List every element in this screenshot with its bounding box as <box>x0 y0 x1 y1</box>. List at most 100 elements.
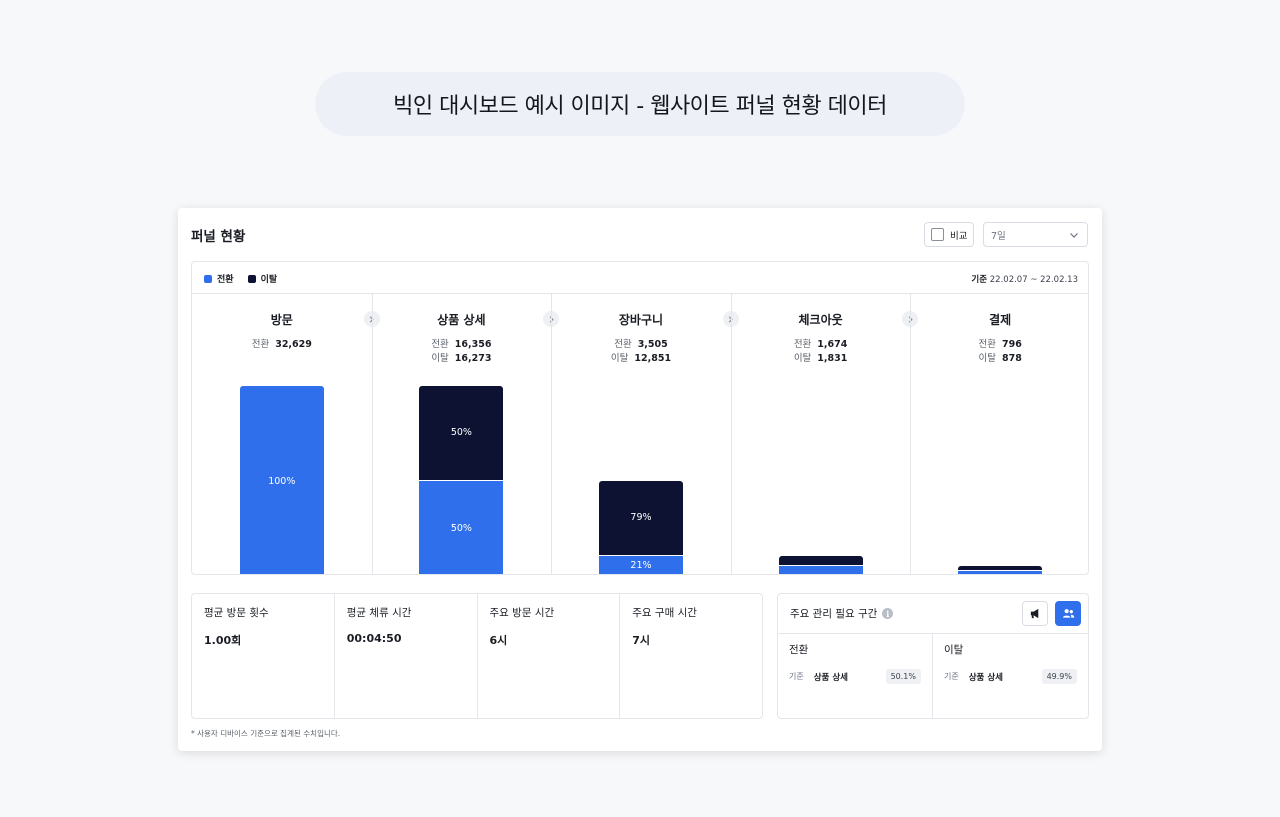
stage-bar[interactable]: 100% <box>239 386 324 574</box>
stage-name: 방문 <box>270 313 293 327</box>
stage-conversion-value: 3,505 <box>637 339 668 350</box>
critical-conversion-title: 전환 <box>789 644 809 656</box>
metric-label: 평균 체류 시간 <box>346 607 412 619</box>
legend-item-dropoff: 이탈 <box>247 272 278 285</box>
card-title: 퍼널 현황 <box>191 229 246 245</box>
date-range: 기준 22.02.07 ~ 22.02.13 <box>971 273 1078 285</box>
bar-segment-conversion: 21% <box>598 555 683 574</box>
bar-segment-dropoff <box>778 555 863 566</box>
stage-divider <box>371 294 373 574</box>
legend-label-dropoff: 이탈 <box>260 275 278 285</box>
stage-conversion: 전환 16,356 <box>372 336 552 350</box>
stage-bar[interactable]: 50% 50% <box>419 386 504 574</box>
stage-divider <box>551 294 553 574</box>
critical-dropoff-title: 이탈 <box>944 644 964 656</box>
bar-segment-dropoff: 79% <box>598 480 683 555</box>
bar-segment-conversion <box>778 566 863 574</box>
stage-bar[interactable]: 21% 79% <box>598 386 683 574</box>
legend-item-conversion: 전환 <box>204 272 234 285</box>
critical-basis-label: 기준 <box>944 672 959 681</box>
stage-dropoff-value: 12,851 <box>634 353 672 364</box>
bar-segment-conversion <box>958 571 1043 574</box>
bar-segment-conversion: 50% <box>419 480 504 574</box>
metric-avg-duration: 평균 체류 시간 00:04:50 <box>335 594 478 718</box>
compare-toggle[interactable]: 비교 <box>924 222 974 247</box>
period-value: 7일 <box>991 230 1006 242</box>
stage-conversion: 전환 3,505 <box>551 336 731 350</box>
stage-name: 장바구니 <box>618 313 664 327</box>
user-view-button[interactable] <box>1055 601 1081 626</box>
period-select[interactable]: 7일 <box>983 222 1088 247</box>
stage-conversion-value: 32,629 <box>275 339 312 350</box>
stage-bar[interactable] <box>778 386 863 574</box>
stage-dropoff-label: 이탈 <box>610 353 629 364</box>
compare-label: 비교 <box>950 230 968 242</box>
stage-conversion-label: 전환 <box>793 339 812 350</box>
stage-conversion-label: 전환 <box>978 339 996 350</box>
metric-label: 주요 구매 시간 <box>632 607 697 619</box>
stage-dropoff-value: 878 <box>1002 353 1022 364</box>
bar-segment-dropoff: 50% <box>419 386 504 480</box>
metric-peak-purchase-hour: 주요 구매 시간 7시 <box>620 594 762 718</box>
stage-dropoff-value: 16,273 <box>454 353 492 364</box>
critical-title: 주요 관리 필요 구간 i <box>790 606 894 621</box>
critical-title-text: 주요 관리 필요 구간 <box>790 608 878 620</box>
critical-pct-badge: 50.1% <box>885 669 921 684</box>
stage-dropoff: 이탈 16,273 <box>372 350 552 364</box>
critical-conversion: 전환 기준 상품 상세 50.1% <box>778 634 933 719</box>
users-icon <box>1062 609 1074 618</box>
metric-label: 평균 방문 횟수 <box>204 607 269 619</box>
stage-conversion-label: 전환 <box>431 339 449 350</box>
footnote: * 사용자 디바이스 기준으로 집계된 수치입니다. <box>191 729 341 738</box>
stage-dropoff: 이탈 1,831 <box>731 350 911 364</box>
stage-conversion-label: 전환 <box>251 339 270 350</box>
legend-swatch-conversion <box>204 274 212 283</box>
funnel-header-divider <box>192 293 1088 294</box>
metric-value: 00:04:50 <box>346 632 402 645</box>
metrics-panel: 평균 방문 횟수 1.00회 평균 체류 시간 00:04:50 주요 방문 시… <box>191 593 763 719</box>
chevron-down-icon <box>1070 232 1078 238</box>
bar-segment-conversion: 100% <box>239 386 324 574</box>
bar-segment-dropoff <box>958 566 1043 571</box>
stage-conversion: 전환 1,674 <box>731 336 911 350</box>
critical-basis-label: 기준 <box>789 672 804 681</box>
critical-stage: 상품 상세 <box>968 672 1003 683</box>
stage-dropoff: 이탈 12,851 <box>551 350 731 364</box>
stage-conversion-value: 1,674 <box>817 339 848 350</box>
critical-pct-badge: 49.9% <box>1041 669 1077 684</box>
legend: 전환 이탈 <box>204 272 291 285</box>
date-range-prefix: 기준 <box>971 275 988 285</box>
info-icon[interactable]: i <box>882 608 894 619</box>
metric-value: 1.00회 <box>204 634 242 647</box>
critical-divider <box>778 633 1088 634</box>
stage-dropoff-label: 이탈 <box>431 353 449 364</box>
stage-name: 상품 상세 <box>437 313 486 327</box>
funnel-dashboard-card: 퍼널 현황 비교 7일 전환 이탈 기준 22.02.07 ~ 22.02.13… <box>178 208 1102 751</box>
stage-dropoff-label: 이탈 <box>793 353 812 364</box>
campaign-view-button[interactable] <box>1022 601 1048 626</box>
critical-dropoff: 이탈 기준 상품 상세 49.9% <box>933 634 1088 719</box>
stage-divider <box>730 294 732 574</box>
legend-label-conversion: 전환 <box>217 275 234 285</box>
stage-conversion: 전환 796 <box>910 336 1088 350</box>
critical-sections-panel: 주요 관리 필요 구간 i 전환 기준 상품 상세 50.1% 이탈 기준 상품… <box>777 593 1089 719</box>
stage-dropoff-label: 이탈 <box>978 353 996 364</box>
stage-conversion-value: 796 <box>1002 339 1022 350</box>
stage-name: 결제 <box>989 313 1012 327</box>
stage-name: 체크아웃 <box>798 313 843 327</box>
stage-bar[interactable] <box>958 386 1043 574</box>
legend-swatch-dropoff <box>247 274 256 283</box>
critical-conversion-row[interactable]: 기준 상품 상세 50.1% <box>789 669 921 684</box>
critical-stage: 상품 상세 <box>813 672 848 683</box>
critical-dropoff-row[interactable]: 기준 상품 상세 49.9% <box>944 669 1077 684</box>
metric-value: 6시 <box>489 634 508 647</box>
funnel-chart: 전환 이탈 기준 22.02.07 ~ 22.02.13 방문 전환 32,629 1… <box>191 261 1089 575</box>
metric-label: 주요 방문 시간 <box>489 607 555 619</box>
compare-checkbox[interactable] <box>931 228 944 241</box>
date-range-value: 22.02.07 ~ 22.02.13 <box>989 275 1078 285</box>
